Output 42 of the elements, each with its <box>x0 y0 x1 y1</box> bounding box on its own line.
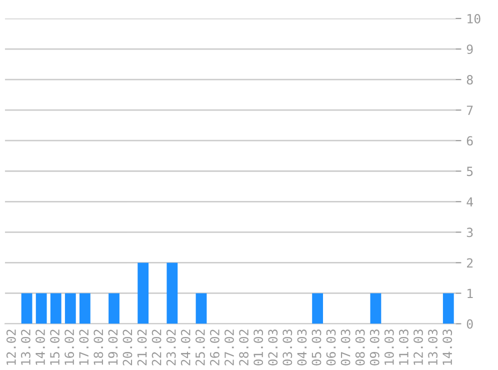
x-tick-label: 14.02 <box>36 330 45 365</box>
x-tick-label: 06.03 <box>326 330 336 366</box>
x-tick-label: 12.03 <box>414 330 423 365</box>
x-tick-label: 13.02 <box>20 330 30 365</box>
y-tick-label: 9 <box>466 44 473 54</box>
y-tick-label: 3 <box>466 228 473 238</box>
x-tick-label: 24.02 <box>180 330 190 366</box>
x-tick-label: 09.03 <box>370 330 380 366</box>
x-tick-label: 15.02 <box>50 330 60 365</box>
x-tick-label: 23.02 <box>166 330 176 366</box>
x-tick-label: 11.03 <box>398 330 408 365</box>
x-tick-label: 18.02 <box>94 330 104 365</box>
x-tick-label: 20.02 <box>122 330 132 366</box>
y-tick-label: 4 <box>466 197 474 206</box>
x-tick-label: 02.03 <box>268 330 278 366</box>
y-tick-label: 10 <box>468 14 480 24</box>
x-tick-label: 26.02 <box>210 330 220 366</box>
y-tick-label: 5 <box>466 166 473 176</box>
x-tick-label: 21.02 <box>137 330 147 366</box>
x-tick-label: 03.03 <box>282 330 292 366</box>
x-tick-label: 04.03 <box>297 330 307 366</box>
y-tick-label: 1 <box>468 288 473 298</box>
x-tick-label: 07.03 <box>340 330 350 366</box>
y-tick-label: 6 <box>466 136 473 146</box>
x-tick-label: 05.03 <box>312 330 322 366</box>
x-tick-label: 22.02 <box>152 330 162 366</box>
x-tick-label: 08.03 <box>355 330 365 366</box>
x-tick-label: 12.02 <box>6 330 16 365</box>
x-tick-label: 10.03 <box>384 330 394 365</box>
y-tick-label: 2 <box>467 258 473 268</box>
y-tick-label: 7 <box>466 106 473 115</box>
x-tick-label: 13.03 <box>428 330 438 365</box>
x-tick-label: 01.03 <box>254 330 264 366</box>
x-tick-label: 19.02 <box>108 330 118 365</box>
y-tick-label: 0 <box>466 319 473 329</box>
x-tick-label: 16.02 <box>64 330 74 365</box>
x-tick-label: 25.02 <box>195 330 205 366</box>
x-tick-label: 28.02 <box>239 330 249 366</box>
x-tick-label: 17.02 <box>79 330 89 365</box>
y-tick-label: 8 <box>466 75 473 85</box>
x-tick-label: 14.03 <box>442 330 452 365</box>
x-tick-label: 27.02 <box>224 330 234 366</box>
